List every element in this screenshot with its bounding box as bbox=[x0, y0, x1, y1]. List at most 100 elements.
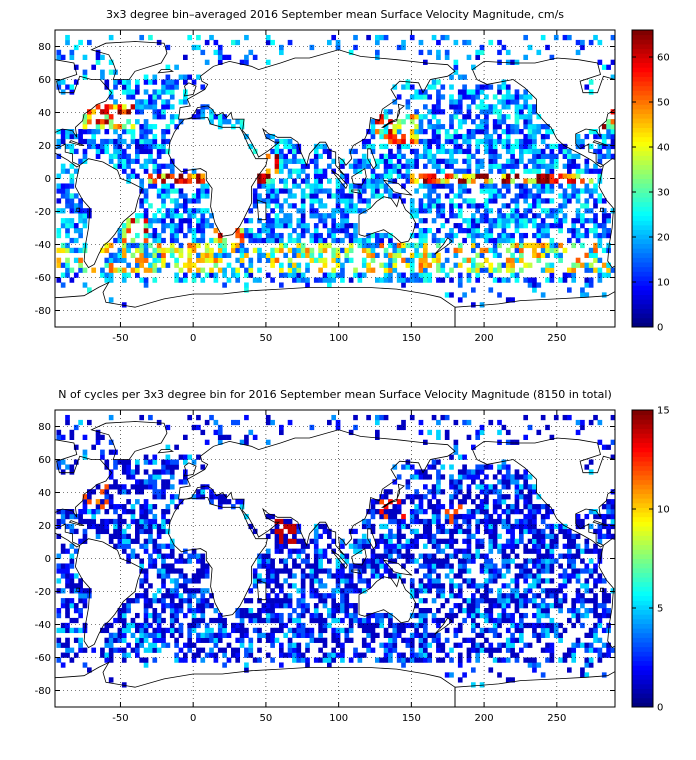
data-cell bbox=[462, 292, 467, 298]
data-cell bbox=[440, 657, 446, 663]
data-cell bbox=[305, 608, 310, 614]
data-cell bbox=[379, 523, 385, 530]
data-cell bbox=[100, 489, 105, 495]
data-cell bbox=[418, 647, 424, 653]
data-cell bbox=[523, 622, 529, 629]
data-cell bbox=[361, 163, 367, 169]
data-cell bbox=[148, 94, 153, 100]
data-cell bbox=[239, 612, 245, 619]
data-cell bbox=[244, 267, 249, 273]
data-cell bbox=[174, 178, 179, 184]
data-cell bbox=[501, 213, 507, 219]
data-cell bbox=[475, 54, 481, 60]
data-cell bbox=[165, 138, 171, 145]
data-cell bbox=[60, 133, 66, 140]
data-cell bbox=[492, 129, 498, 135]
data-cell bbox=[200, 489, 206, 495]
data-cell bbox=[82, 242, 88, 249]
data-cell bbox=[344, 573, 350, 579]
data-cell bbox=[361, 538, 367, 544]
data-cell bbox=[135, 89, 140, 95]
data-cell bbox=[606, 262, 611, 268]
data-cell bbox=[252, 232, 258, 239]
data-cell bbox=[305, 267, 310, 273]
data-cell bbox=[488, 267, 494, 273]
data-cell bbox=[135, 232, 140, 239]
data-cell bbox=[453, 213, 459, 219]
data-cell bbox=[117, 538, 123, 544]
data-cell bbox=[436, 193, 441, 199]
data-cell bbox=[484, 509, 489, 515]
data-cell bbox=[187, 627, 193, 634]
data-cell bbox=[510, 652, 515, 658]
data-cell bbox=[523, 188, 529, 194]
data-cell bbox=[457, 242, 463, 249]
data-cell bbox=[126, 464, 131, 470]
data-cell bbox=[440, 237, 446, 244]
data-cell bbox=[567, 237, 572, 244]
data-cell bbox=[440, 109, 446, 115]
data-cell bbox=[69, 469, 75, 475]
data-cell bbox=[244, 228, 249, 234]
data-cell bbox=[414, 632, 419, 638]
data-cell bbox=[265, 272, 271, 278]
data-cell bbox=[300, 242, 306, 249]
data-cell bbox=[457, 499, 463, 505]
data-cell bbox=[143, 608, 149, 614]
data-cell bbox=[505, 647, 511, 653]
data-cell bbox=[156, 148, 162, 155]
data-cell bbox=[436, 573, 441, 579]
data-cell bbox=[231, 39, 236, 46]
data-cell bbox=[161, 523, 166, 530]
data-cell bbox=[580, 262, 585, 268]
data-cell bbox=[183, 94, 188, 100]
data-cell bbox=[117, 257, 123, 263]
data-cell bbox=[248, 228, 254, 234]
data-cell bbox=[423, 637, 428, 643]
data-cell bbox=[379, 133, 385, 140]
data-cell bbox=[121, 109, 127, 115]
data-cell bbox=[283, 518, 289, 525]
data-cell bbox=[161, 237, 166, 244]
data-cell bbox=[331, 267, 337, 273]
data-cell bbox=[497, 124, 502, 130]
y-tick-label: 60 bbox=[38, 75, 51, 86]
colorbar-segment bbox=[632, 238, 653, 244]
data-cell bbox=[169, 588, 175, 594]
data-cell bbox=[156, 257, 162, 263]
data-cell bbox=[427, 578, 433, 584]
data-cell bbox=[418, 242, 424, 249]
data-cell bbox=[73, 548, 79, 554]
data-cell bbox=[217, 627, 223, 634]
data-cell bbox=[597, 193, 603, 199]
data-cell bbox=[505, 518, 511, 525]
data-cell bbox=[209, 637, 214, 643]
data-cell bbox=[553, 143, 559, 150]
data-cell bbox=[514, 198, 520, 204]
data-cell bbox=[130, 538, 136, 544]
data-cell bbox=[510, 543, 515, 549]
data-cell bbox=[466, 578, 472, 584]
data-cell bbox=[108, 647, 114, 653]
data-cell bbox=[492, 632, 498, 638]
data-cell bbox=[283, 568, 289, 574]
data-cell bbox=[471, 302, 476, 308]
data-cell bbox=[104, 257, 110, 263]
data-cell bbox=[108, 262, 114, 268]
data-cell bbox=[156, 143, 162, 150]
data-cell bbox=[553, 178, 559, 184]
data-cell bbox=[335, 247, 341, 254]
data-cell bbox=[457, 474, 463, 480]
data-cell bbox=[519, 104, 524, 110]
data-cell bbox=[121, 158, 127, 164]
data-cell bbox=[497, 133, 502, 140]
data-cell bbox=[597, 168, 603, 174]
data-cell bbox=[344, 203, 350, 209]
data-cell bbox=[296, 173, 302, 179]
data-cell bbox=[440, 34, 446, 41]
data-cell bbox=[100, 504, 105, 510]
data-cell bbox=[56, 173, 62, 179]
data-cell bbox=[143, 518, 149, 525]
data-cell bbox=[492, 163, 498, 169]
data-cell bbox=[540, 247, 546, 254]
